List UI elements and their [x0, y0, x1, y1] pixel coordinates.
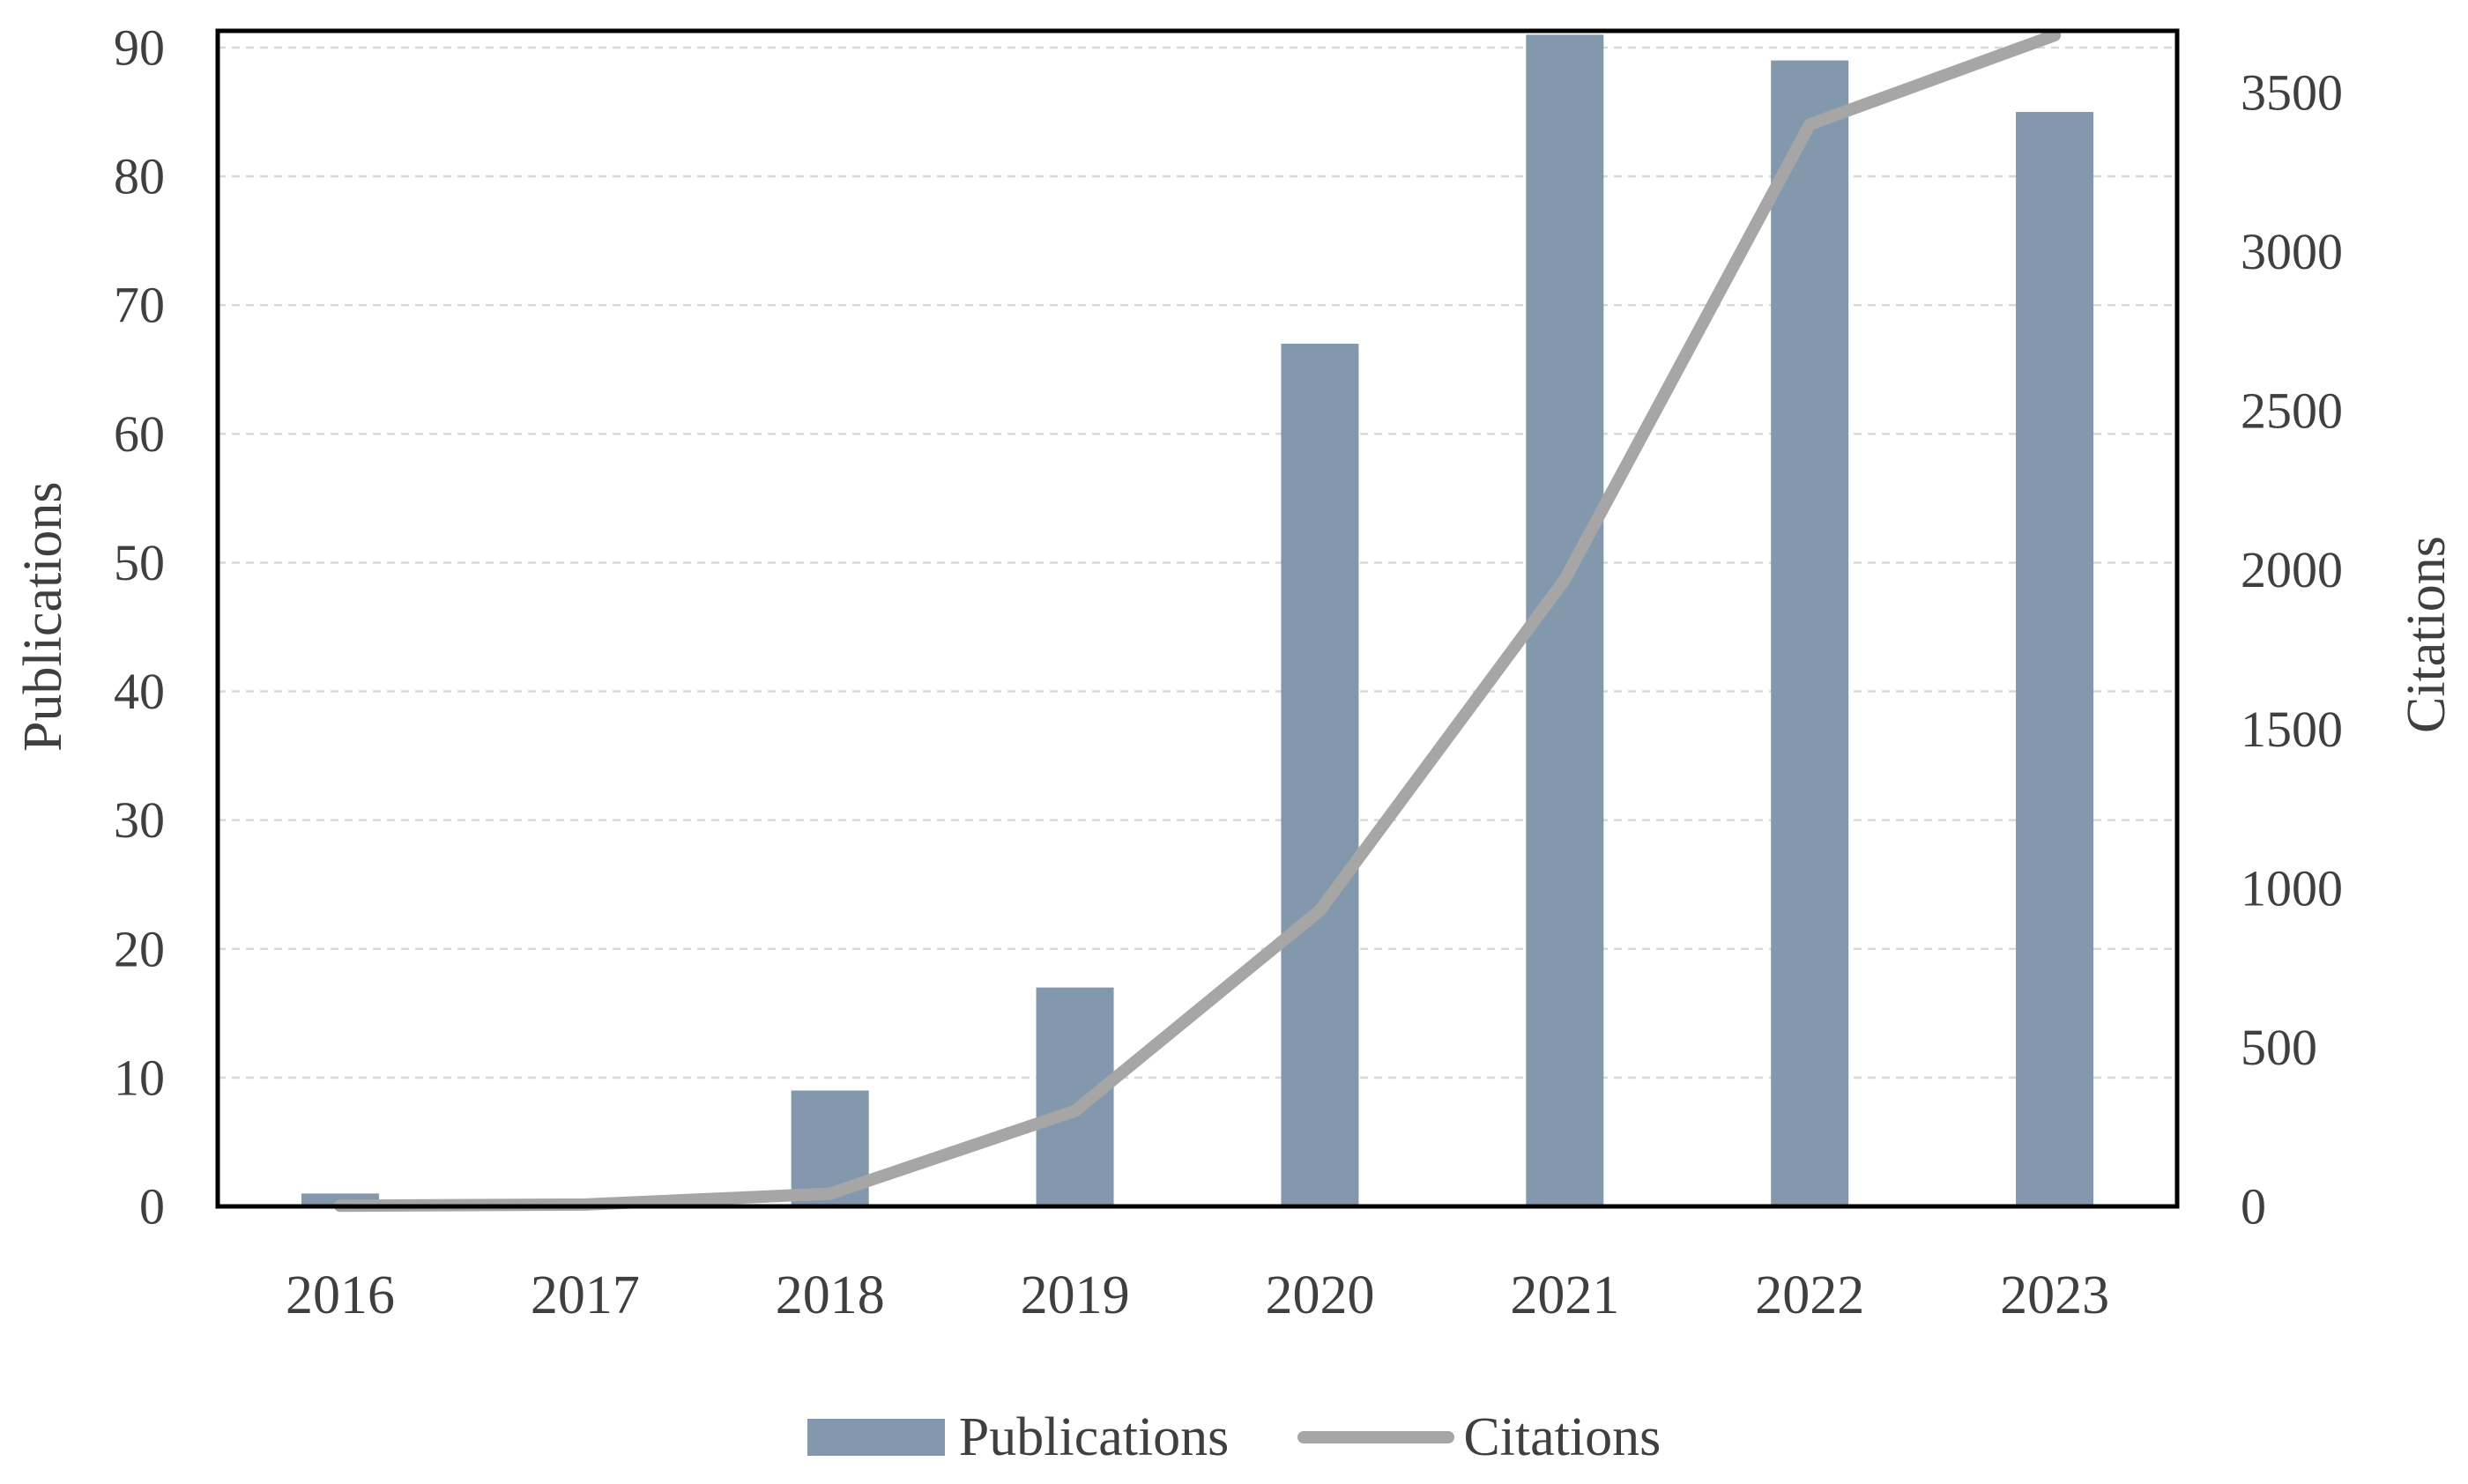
y-right-tick-label: 3000: [2241, 223, 2343, 280]
y-left-tick-label: 50: [114, 534, 165, 591]
x-tick-label: 2023: [2000, 1265, 2109, 1325]
publications-bar: [1036, 987, 1114, 1206]
left-axis-title: Publications: [13, 481, 73, 753]
x-tick-label: 2022: [1755, 1265, 1864, 1325]
y-right-tick-label: 500: [2241, 1019, 2317, 1076]
y-left-tick-label: 0: [139, 1178, 165, 1235]
y-right-tick-label: 0: [2241, 1178, 2266, 1235]
publications-swatch-icon: [807, 1419, 945, 1456]
y-left-tick-label: 10: [114, 1049, 165, 1106]
y-right-tick-label: 2000: [2241, 541, 2343, 598]
y-left-tick-label: 70: [114, 277, 165, 334]
x-tick-label: 2021: [1510, 1265, 1619, 1325]
y-left-tick-label: 90: [114, 19, 165, 76]
x-tick-label: 2020: [1265, 1265, 1374, 1325]
citations-line-swatch-icon: [1297, 1431, 1455, 1443]
publications-bar: [1771, 60, 1849, 1206]
legend-item-citations: Citations: [1297, 1406, 1661, 1469]
y-left-tick-label: 80: [114, 148, 165, 205]
y-right-tick-label: 2500: [2241, 382, 2343, 440]
citations-line: [333, 29, 2062, 1213]
y-right-tick-label: 1000: [2241, 859, 2343, 916]
x-tick-label: 2019: [1021, 1265, 1130, 1325]
y-left-tick-label: 30: [114, 791, 165, 849]
y-right-tick-label: 1500: [2241, 701, 2343, 758]
x-tick-label: 2016: [286, 1265, 395, 1325]
y-left-tick-label: 60: [114, 405, 165, 463]
chart-legend: Publications Citations: [0, 1406, 2468, 1468]
x-tick-label: 2018: [776, 1265, 885, 1325]
legend-publications-label: Publications: [958, 1406, 1230, 1467]
legend-item-publications: Publications: [807, 1406, 1230, 1469]
y-left-tick-label: 40: [114, 663, 165, 720]
right-axis-title: Citations: [2397, 536, 2457, 733]
plot-border: [215, 28, 2180, 1209]
publications-bar: [2016, 112, 2094, 1206]
publications-bar: [1281, 344, 1359, 1206]
x-tick-label: 2017: [531, 1265, 640, 1325]
legend-citations-label: Citations: [1463, 1406, 1661, 1467]
y-right-tick-label: 3500: [2241, 64, 2343, 122]
y-left-tick-label: 20: [114, 920, 165, 977]
